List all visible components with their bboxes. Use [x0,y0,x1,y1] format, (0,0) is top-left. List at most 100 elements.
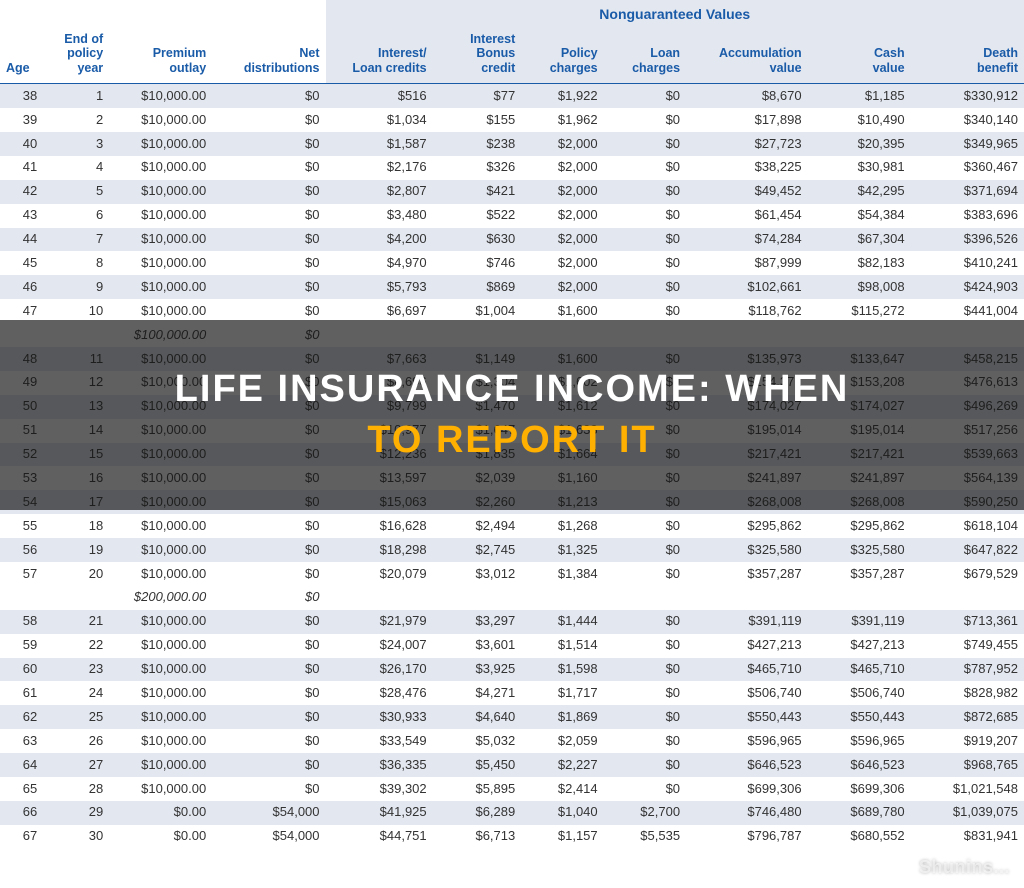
cell-cash: $550,443 [808,705,911,729]
cell-loan: $0 [604,634,686,658]
cell-loan: $0 [604,108,686,132]
cell-accum: $61,454 [686,204,808,228]
cell-accum: $8,670 [686,84,808,108]
cell-cash: $295,862 [808,514,911,538]
col-loan-charges: Loancharges [604,26,686,84]
cell-dist: $0 [212,251,325,275]
cell-prem: $10,000.00 [109,729,212,753]
cell-death: $828,982 [911,681,1024,705]
cell-dist: $0 [212,204,325,228]
cell-int: $4,200 [326,228,433,252]
cell-death: $749,455 [911,634,1024,658]
cell-prem: $10,000.00 [109,275,212,299]
cell-loan: $0 [604,84,686,108]
cell-loan: $0 [604,419,686,443]
cell-age [0,323,43,347]
cell-age: 46 [0,275,43,299]
cell-polc: $1,213 [521,490,603,514]
cell-polc: $2,000 [521,180,603,204]
cell-prem: $200,000.00 [109,586,212,610]
table-row: 6124$10,000.00$0$28,476$4,271$1,717$0$50… [0,681,1024,705]
cell-prem: $10,000.00 [109,371,212,395]
cell-death: $396,526 [911,228,1024,252]
cell-accum: $102,661 [686,275,808,299]
cell-cash: $680,552 [808,825,911,849]
table-row: 5619$10,000.00$0$18,298$2,745$1,325$0$32… [0,538,1024,562]
cell-death: $787,952 [911,658,1024,682]
table-row: 5821$10,000.00$0$21,979$3,297$1,444$0$39… [0,610,1024,634]
table-row: 392$10,000.00$0$1,034$155$1,962$0$17,898… [0,108,1024,132]
cell-age: 42 [0,180,43,204]
cell-cash: $268,008 [808,490,911,514]
cell-prem: $10,000.00 [109,514,212,538]
cell-cash: $195,014 [808,419,911,443]
cell-bonus: $2,494 [433,514,522,538]
cell-year: 8 [43,251,109,275]
cell-age: 50 [0,395,43,419]
cell-polc: $1,157 [521,825,603,849]
cell-bonus: $4,640 [433,705,522,729]
header-spacer [0,0,326,26]
cell-loan: $0 [604,658,686,682]
cell-prem: $10,000.00 [109,777,212,801]
col-age: Age [0,26,43,84]
cell-polc: $1,600 [521,299,603,323]
cell-polc: $1,717 [521,681,603,705]
cell-prem: $10,000.00 [109,108,212,132]
cell-cash: $54,384 [808,204,911,228]
cell-bonus: $1,647 [433,419,522,443]
cell-accum: $596,965 [686,729,808,753]
cell-int: $2,176 [326,156,433,180]
cell-accum: $550,443 [686,705,808,729]
cell-int: $2,807 [326,180,433,204]
col-premium-outlay: Premiumoutlay [109,26,212,84]
cell-age: 54 [0,490,43,514]
cell-int: $5,793 [326,275,433,299]
cell-loan: $0 [604,180,686,204]
subtotal-row: $200,000.00$0 [0,586,1024,610]
cell-cash: $699,306 [808,777,911,801]
cell-prem: $10,000.00 [109,204,212,228]
cell-year: 21 [43,610,109,634]
cell-dist: $0 [212,323,325,347]
cell-accum: $746,480 [686,801,808,825]
cell-cash: $153,208 [808,371,911,395]
cell-age: 53 [0,466,43,490]
cell-dist: $0 [212,705,325,729]
cell-polc: $1,598 [521,658,603,682]
cell-loan: $0 [604,514,686,538]
cell-polc: $2,414 [521,777,603,801]
table-row: 469$10,000.00$0$5,793$869$2,000$0$102,66… [0,275,1024,299]
cell-polc: $2,000 [521,228,603,252]
table-row: 6629$0.00$54,000$41,925$6,289$1,040$2,70… [0,801,1024,825]
cell-accum: $17,898 [686,108,808,132]
cell-accum: $646,523 [686,753,808,777]
cell-death: $496,269 [911,395,1024,419]
cell-death: $340,140 [911,108,1024,132]
table-row: 5215$10,000.00$0$12,236$1,835$1,664$0$21… [0,443,1024,467]
cell-cash: $82,183 [808,251,911,275]
cell-age: 48 [0,347,43,371]
cell-prem: $10,000.00 [109,299,212,323]
cell-accum: $796,787 [686,825,808,849]
cell-death: $383,696 [911,204,1024,228]
cell-prem: $10,000.00 [109,228,212,252]
cell-year: 15 [43,443,109,467]
table-row: 381$10,000.00$0$516$77$1,922$0$8,670$1,1… [0,84,1024,108]
cell-bonus: $421 [433,180,522,204]
cell-loan: $0 [604,753,686,777]
cell-cash [808,586,911,610]
cell-loan: $0 [604,299,686,323]
cell-death: $618,104 [911,514,1024,538]
cell-cash: $10,490 [808,108,911,132]
cell-dist: $0 [212,514,325,538]
cell-dist: $0 [212,180,325,204]
cell-age: 39 [0,108,43,132]
cell-death: $349,965 [911,132,1024,156]
cell-dist: $0 [212,156,325,180]
cell-bonus: $4,271 [433,681,522,705]
cell-int: $15,063 [326,490,433,514]
cell-age: 40 [0,132,43,156]
cell-cash: $133,647 [808,347,911,371]
cell-int: $4,970 [326,251,433,275]
